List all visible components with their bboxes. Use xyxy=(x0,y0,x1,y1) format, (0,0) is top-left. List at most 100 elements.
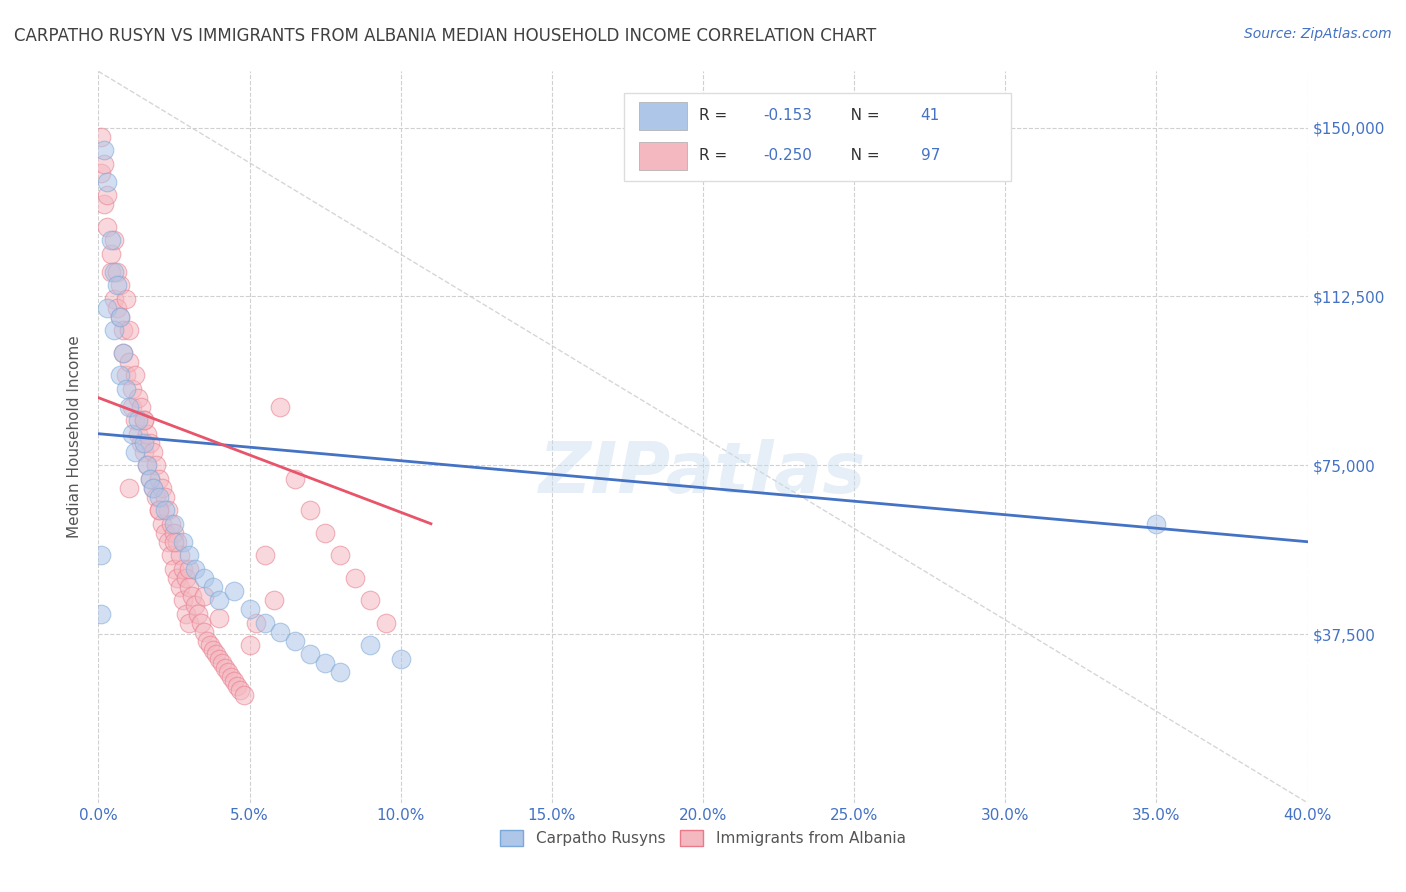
Point xyxy=(127,391,149,405)
Point xyxy=(145,458,167,473)
Point xyxy=(124,368,146,383)
Point xyxy=(239,602,262,616)
Point xyxy=(118,323,141,337)
Point xyxy=(360,593,382,607)
Point xyxy=(172,562,194,576)
Point xyxy=(329,548,352,562)
Point xyxy=(221,670,243,684)
Point xyxy=(139,435,162,450)
Point xyxy=(193,571,215,585)
Point xyxy=(195,633,218,648)
Point xyxy=(253,615,276,630)
Point xyxy=(96,219,118,234)
Point xyxy=(226,679,249,693)
Point xyxy=(211,657,233,671)
Point xyxy=(111,345,134,359)
Point xyxy=(132,444,155,458)
Point xyxy=(96,301,118,315)
Point xyxy=(193,624,215,639)
Point xyxy=(139,472,162,486)
Text: R =: R = xyxy=(699,148,737,163)
Point xyxy=(103,292,125,306)
Point xyxy=(166,571,188,585)
Text: 97: 97 xyxy=(921,148,941,163)
Point xyxy=(108,310,131,324)
Text: R =: R = xyxy=(699,108,737,123)
Point xyxy=(150,516,173,531)
Point xyxy=(153,490,176,504)
Point xyxy=(114,292,136,306)
Legend: Carpatho Rusyns, Immigrants from Albania: Carpatho Rusyns, Immigrants from Albania xyxy=(492,822,914,854)
Point xyxy=(179,562,201,576)
Text: 41: 41 xyxy=(921,108,939,123)
Point xyxy=(108,278,131,293)
Point xyxy=(96,188,118,202)
Point xyxy=(202,642,225,657)
Point xyxy=(90,129,112,144)
Point xyxy=(166,534,188,549)
Point xyxy=(100,233,122,247)
Point xyxy=(360,638,382,652)
Text: N =: N = xyxy=(837,148,884,163)
Point xyxy=(200,638,222,652)
Point xyxy=(135,458,157,473)
FancyBboxPatch shape xyxy=(624,94,1011,181)
Point xyxy=(156,534,179,549)
Point xyxy=(156,503,179,517)
Point xyxy=(299,503,322,517)
Text: ZIPatlas: ZIPatlas xyxy=(540,439,866,508)
Point xyxy=(184,598,207,612)
Point xyxy=(139,472,162,486)
Point xyxy=(179,615,201,630)
Point xyxy=(160,548,183,562)
Y-axis label: Median Household Income: Median Household Income xyxy=(67,335,83,539)
Point xyxy=(169,548,191,562)
Point xyxy=(344,571,367,585)
Point xyxy=(114,368,136,383)
Point xyxy=(245,615,267,630)
Text: Source: ZipAtlas.com: Source: ZipAtlas.com xyxy=(1244,27,1392,41)
Point xyxy=(142,481,165,495)
Point xyxy=(118,400,141,414)
Point xyxy=(193,589,215,603)
Point xyxy=(111,345,134,359)
Point xyxy=(172,593,194,607)
Point xyxy=(111,323,134,337)
Point xyxy=(224,674,246,689)
Point xyxy=(105,301,128,315)
Point xyxy=(263,593,285,607)
Point xyxy=(214,661,236,675)
Text: N =: N = xyxy=(837,108,884,123)
Point xyxy=(148,503,170,517)
Point xyxy=(190,615,212,630)
Point xyxy=(314,657,336,671)
Point xyxy=(232,688,254,702)
Point xyxy=(299,647,322,661)
Point xyxy=(127,426,149,441)
Text: -0.153: -0.153 xyxy=(763,108,813,123)
Point xyxy=(96,175,118,189)
Point xyxy=(135,458,157,473)
Point xyxy=(314,525,336,540)
Point xyxy=(169,580,191,594)
FancyBboxPatch shape xyxy=(638,102,688,130)
Point xyxy=(121,426,143,441)
Point xyxy=(181,589,204,603)
Point xyxy=(160,516,183,531)
Point xyxy=(1144,516,1167,531)
Point xyxy=(124,444,146,458)
Point xyxy=(108,368,131,383)
Point xyxy=(205,647,228,661)
Point xyxy=(202,580,225,594)
Point xyxy=(114,382,136,396)
Point xyxy=(253,548,276,562)
Point xyxy=(129,400,152,414)
Point xyxy=(121,382,143,396)
Point xyxy=(93,197,115,211)
Point xyxy=(284,633,307,648)
Point xyxy=(90,607,112,621)
Point xyxy=(90,548,112,562)
Point xyxy=(105,265,128,279)
Point xyxy=(148,472,170,486)
Point xyxy=(135,426,157,441)
